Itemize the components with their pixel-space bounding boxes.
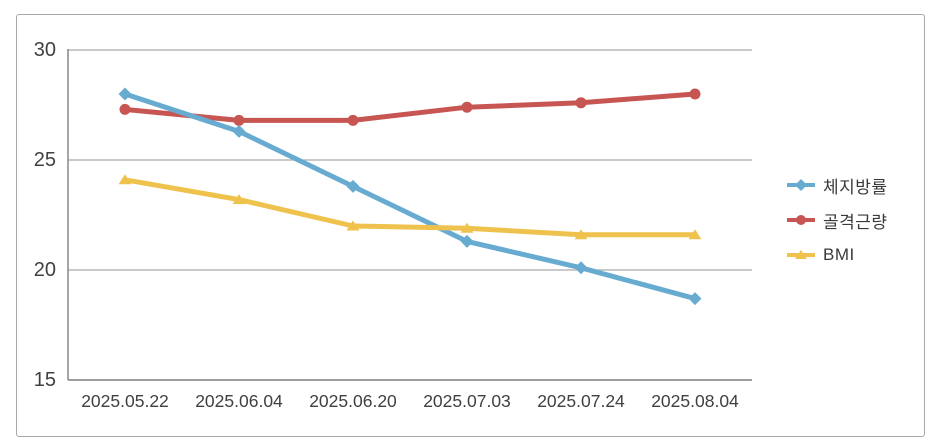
marker-body-fat-4 <box>574 261 588 275</box>
marker-body-fat-3 <box>460 234 474 248</box>
marker-skeletal-muscle-5 <box>689 88 701 100</box>
legend-label-bmi: BMI <box>823 245 855 264</box>
marker-body-fat-1 <box>232 124 246 138</box>
legend-label-body-fat: 체지방률 <box>823 177 888 197</box>
legend-marker-bmi-icon <box>795 250 807 259</box>
x-tick-label-5: 2025.08.04 <box>651 391 739 411</box>
y-tick-label-30: 30 <box>34 39 56 61</box>
marker-bmi-1 <box>232 194 246 205</box>
y-tick-label-25: 25 <box>34 149 56 171</box>
chart-frame <box>16 14 925 437</box>
y-tick-label-15: 15 <box>34 369 56 391</box>
marker-skeletal-muscle-3 <box>461 101 473 113</box>
x-tick-label-0: 2025.05.22 <box>81 391 169 411</box>
marker-skeletal-muscle-2 <box>347 114 359 126</box>
marker-bmi-2 <box>346 220 360 231</box>
legend: 체지방률 골격근량 BMI <box>787 174 888 266</box>
marker-bmi-3 <box>460 222 474 233</box>
legend-marker-body-fat-icon <box>795 179 807 191</box>
series-line-bmi <box>122 177 698 238</box>
x-tick-label-3: 2025.07.03 <box>423 391 511 411</box>
legend-item-skeletal-muscle: 골격근량 <box>787 209 888 232</box>
series-body-fat <box>118 87 702 306</box>
marker-skeletal-muscle-0 <box>119 103 131 115</box>
legend-swatch-body-fat-icon <box>787 179 815 191</box>
x-tick-label-1: 2025.06.04 <box>195 391 283 411</box>
legend-label-skeletal-muscle: 골격근량 <box>823 212 888 232</box>
series-bmi <box>118 174 702 240</box>
series-skeletal-muscle <box>119 88 701 126</box>
marker-bmi-0 <box>118 174 132 185</box>
series-line-skeletal-muscle <box>122 91 698 123</box>
marker-body-fat-0 <box>118 87 132 101</box>
legend-swatch-skeletal-muscle-icon <box>787 215 815 225</box>
x-tick-label-4: 2025.07.24 <box>537 391 625 411</box>
marker-body-fat-2 <box>346 179 360 193</box>
legend-swatch-bmi-icon <box>787 250 815 259</box>
legend-item-bmi: BMI <box>787 244 888 266</box>
legend-marker-skeletal-muscle-icon <box>796 215 806 225</box>
marker-skeletal-muscle-4 <box>575 97 587 109</box>
y-tick-label-20: 20 <box>34 259 56 281</box>
marker-skeletal-muscle-1 <box>233 114 245 126</box>
x-tick-label-2: 2025.06.20 <box>309 391 397 411</box>
series-line-body-fat <box>122 91 698 302</box>
marker-bmi-4 <box>574 229 588 240</box>
marker-body-fat-5 <box>688 292 702 306</box>
legend-item-body-fat: 체지방률 <box>787 174 888 197</box>
marker-bmi-5 <box>688 229 702 240</box>
